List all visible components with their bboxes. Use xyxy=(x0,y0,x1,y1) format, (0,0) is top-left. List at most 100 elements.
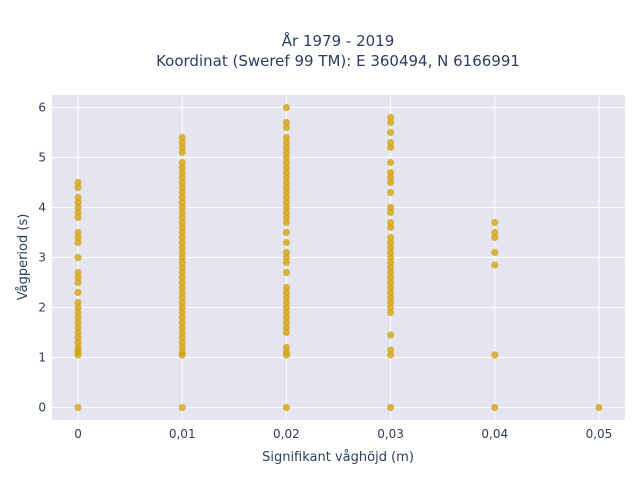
data-point xyxy=(178,133,186,142)
data-point xyxy=(74,343,82,352)
data-point xyxy=(74,303,82,312)
data-point xyxy=(74,333,82,342)
data-point xyxy=(178,313,186,322)
data-point xyxy=(178,178,186,187)
data-point xyxy=(282,163,291,172)
data-point xyxy=(386,253,395,262)
data-point xyxy=(282,148,291,157)
data-point xyxy=(178,338,186,347)
data-point xyxy=(178,248,186,257)
y-tick-label: 3 xyxy=(38,251,46,265)
data-point xyxy=(74,403,82,412)
data-point xyxy=(386,308,395,317)
data-point xyxy=(282,188,291,197)
data-point xyxy=(282,138,291,147)
data-point xyxy=(386,143,395,152)
data-point xyxy=(491,218,499,227)
data-point xyxy=(386,303,395,312)
data-point xyxy=(282,323,291,332)
data-point xyxy=(178,273,186,282)
y-tick-label: 2 xyxy=(38,301,46,315)
data-point xyxy=(74,313,82,322)
chart-title-line-2: Koordinat (Sweref 99 TM): E 360494, N 61… xyxy=(156,52,520,70)
data-point xyxy=(386,293,395,302)
data-point xyxy=(74,308,82,317)
data-point xyxy=(178,238,186,247)
data-point xyxy=(386,238,395,247)
data-point xyxy=(178,163,186,172)
y-tick-label: 4 xyxy=(38,201,46,215)
data-point xyxy=(282,168,291,177)
data-point xyxy=(386,173,395,182)
data-point xyxy=(386,218,395,227)
data-point xyxy=(178,263,186,272)
x-axis-label: Signifikant våghöjd (m) xyxy=(262,450,414,465)
data-point xyxy=(74,183,82,192)
y-tick-label: 5 xyxy=(38,151,46,165)
chart-title-line-1: År 1979 - 2019 xyxy=(282,31,395,50)
data-point xyxy=(491,228,499,237)
data-point xyxy=(74,198,82,207)
data-point xyxy=(74,178,82,187)
data-point xyxy=(386,283,395,292)
data-point xyxy=(282,228,291,237)
data-point xyxy=(178,288,186,297)
data-point xyxy=(178,323,186,332)
data-point xyxy=(386,158,395,167)
data-point xyxy=(178,198,186,207)
data-point xyxy=(178,303,186,312)
data-point xyxy=(282,203,291,212)
data-point xyxy=(74,228,82,237)
data-point xyxy=(178,143,186,152)
data-point xyxy=(282,103,291,112)
x-tick-label: 0,01 xyxy=(169,427,196,441)
data-point xyxy=(282,173,291,182)
data-point xyxy=(282,303,291,312)
data-point xyxy=(386,113,395,122)
data-point xyxy=(282,158,291,167)
data-point xyxy=(282,193,291,202)
data-point xyxy=(386,168,395,177)
data-point xyxy=(386,138,395,147)
data-point xyxy=(491,248,499,257)
data-point xyxy=(282,213,291,222)
data-point xyxy=(386,233,395,242)
data-point xyxy=(178,253,186,262)
data-point xyxy=(178,348,186,357)
data-point xyxy=(282,313,291,322)
data-point xyxy=(386,203,395,212)
data-point xyxy=(178,208,186,217)
data-point xyxy=(386,403,395,412)
data-point xyxy=(178,328,186,337)
data-point xyxy=(386,248,395,257)
data-point xyxy=(178,218,186,227)
data-point xyxy=(74,328,82,337)
x-tick-label: 0 xyxy=(74,427,82,441)
data-point xyxy=(178,188,186,197)
data-point xyxy=(74,253,82,262)
data-point xyxy=(282,328,291,337)
data-point xyxy=(386,273,395,282)
y-axis-ticks: 0 1 2 3 4 5 6 xyxy=(38,101,46,415)
data-point xyxy=(386,258,395,267)
data-point xyxy=(595,403,603,412)
y-axis-label: Vågperiod (s) xyxy=(16,214,31,301)
data-point xyxy=(178,333,186,342)
data-point xyxy=(74,233,82,242)
data-point xyxy=(491,261,499,269)
data-point xyxy=(282,298,291,307)
data-point xyxy=(74,238,82,247)
data-point xyxy=(178,243,186,252)
data-point xyxy=(386,268,395,277)
data-point xyxy=(282,318,291,327)
data-point xyxy=(178,138,186,147)
data-point xyxy=(74,278,82,287)
data-point xyxy=(74,323,82,332)
data-point xyxy=(282,198,291,207)
data-point xyxy=(282,118,291,127)
data-point xyxy=(178,403,186,412)
data-point xyxy=(282,288,291,297)
x-axis-ticks: 0 0,01 0,02 0,03 0,04 0,05 xyxy=(74,427,612,441)
x-tick-label: 0,02 xyxy=(273,427,300,441)
